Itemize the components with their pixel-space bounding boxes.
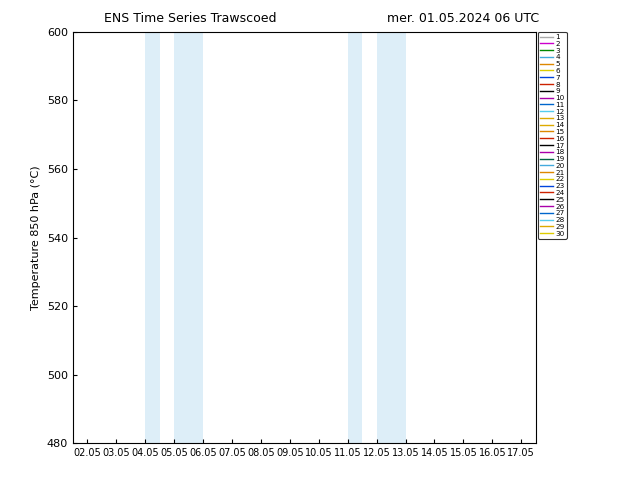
Legend: 1, 2, 3, 4, 5, 6, 7, 8, 9, 10, 11, 12, 13, 14, 15, 16, 17, 18, 19, 20, 21, 22, 2: 1, 2, 3, 4, 5, 6, 7, 8, 9, 10, 11, 12, 1…	[538, 32, 567, 239]
Bar	[174, 32, 203, 443]
Bar	[347, 32, 362, 443]
Text: mer. 01.05.2024 06 UTC: mer. 01.05.2024 06 UTC	[387, 12, 539, 25]
Text: ENS Time Series Trawscoed: ENS Time Series Trawscoed	[104, 12, 276, 25]
Bar	[377, 32, 406, 443]
Bar	[145, 32, 160, 443]
Y-axis label: Temperature 850 hPa (°C): Temperature 850 hPa (°C)	[31, 165, 41, 310]
